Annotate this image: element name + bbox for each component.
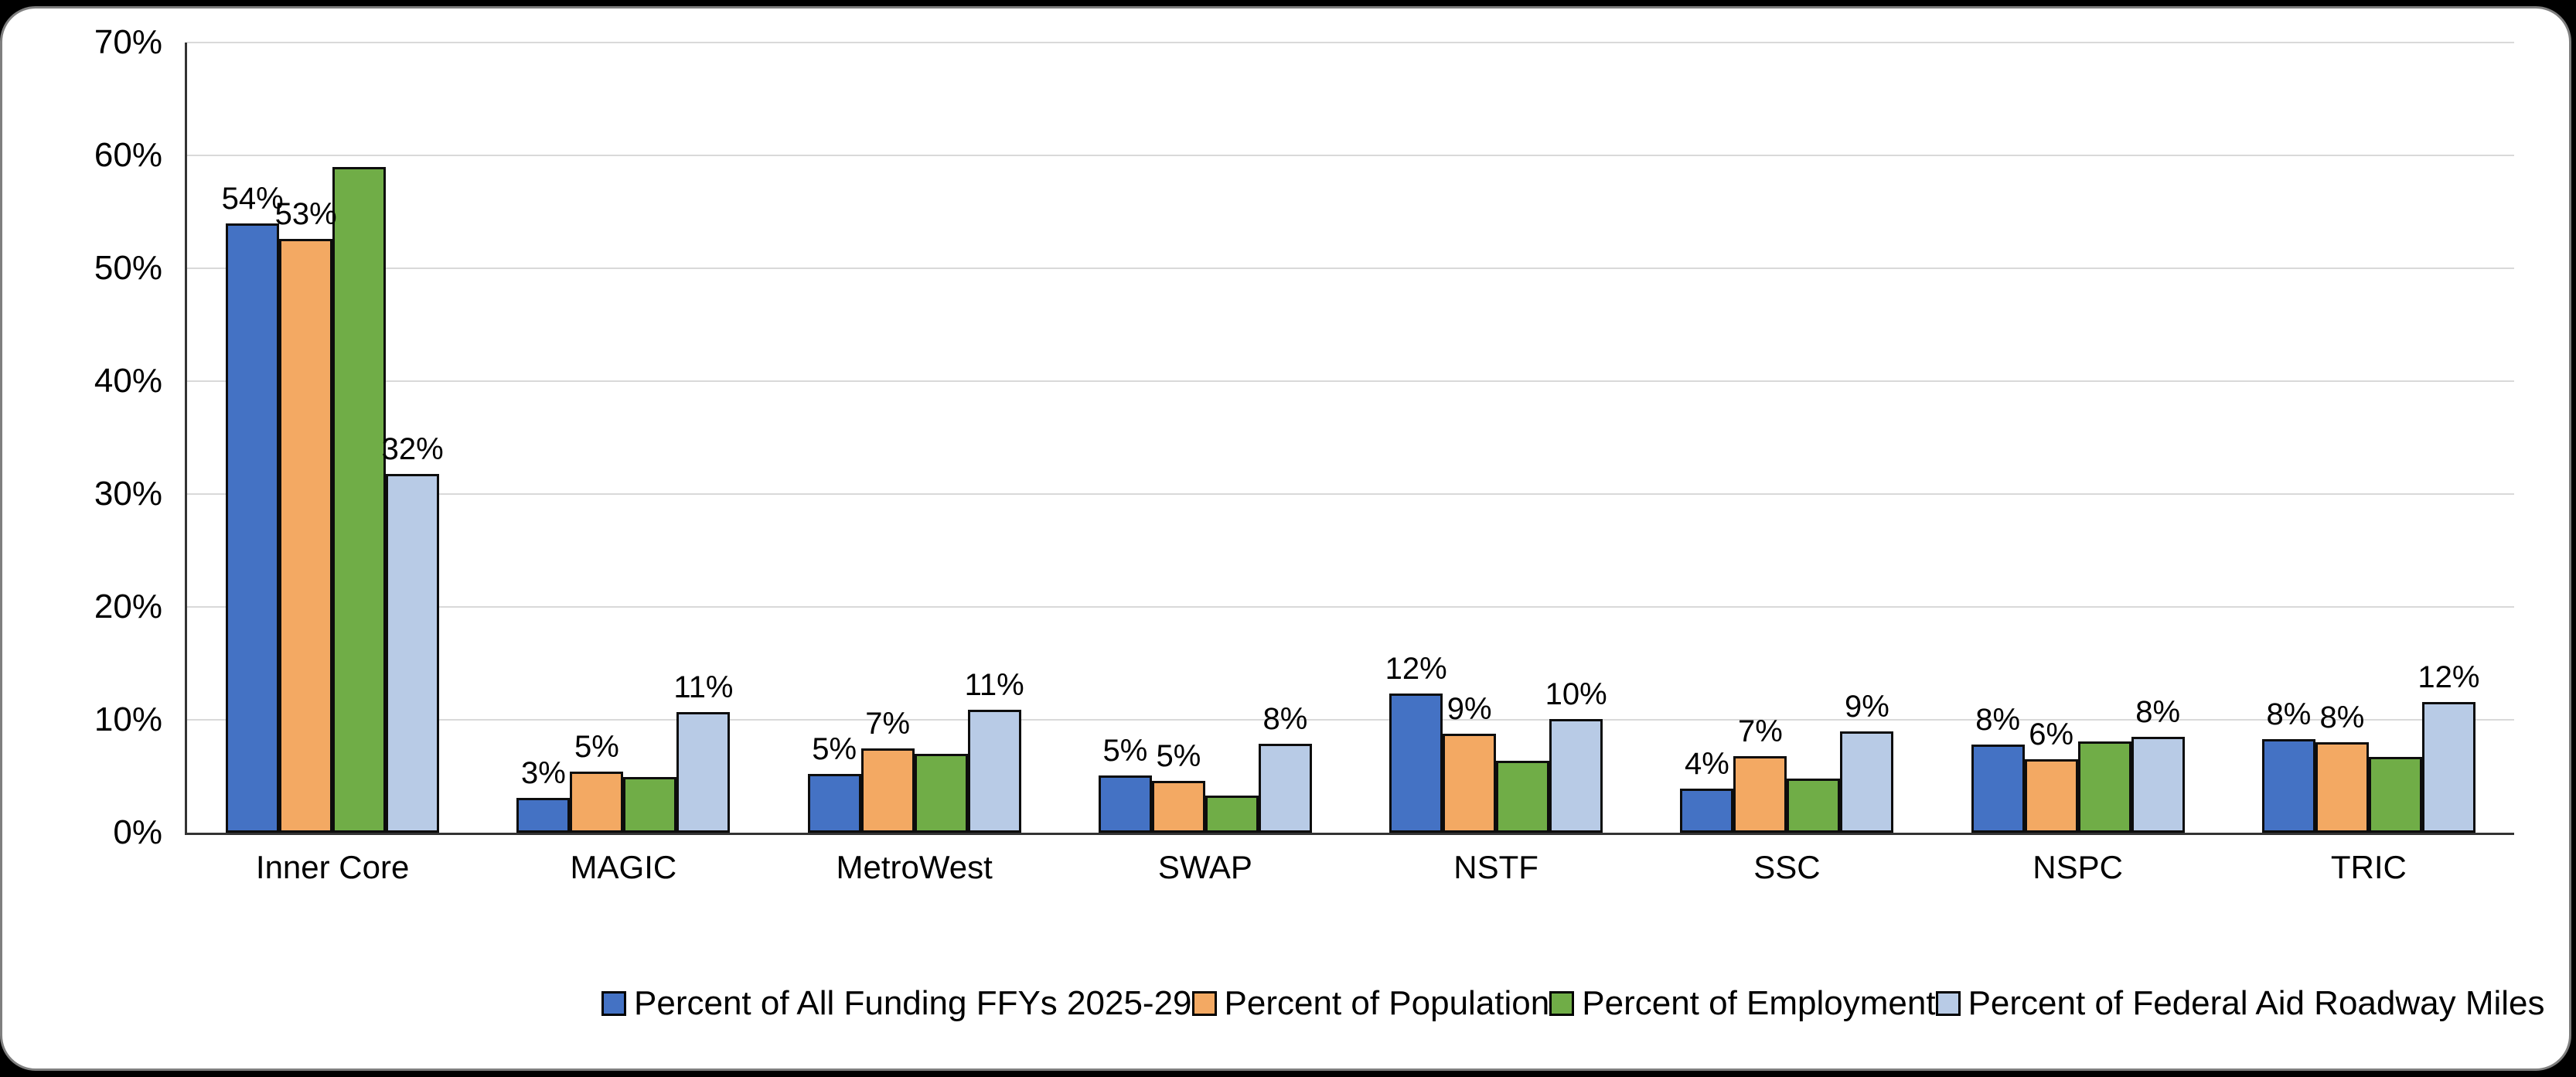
bar-data-label: 10% bbox=[1545, 677, 1607, 711]
bar bbox=[2261, 738, 2315, 833]
bar bbox=[807, 774, 861, 833]
chart-legend: Percent of All Funding FFYs 2025-29 Perce… bbox=[601, 980, 2545, 1027]
bar-data-label: 12% bbox=[2418, 659, 2480, 694]
bar bbox=[914, 753, 968, 833]
gridline bbox=[187, 155, 2514, 156]
y-tick-label: 10% bbox=[94, 700, 162, 738]
category-label: NSTF bbox=[1453, 849, 1538, 885]
legend-swatch-icon bbox=[1191, 991, 1217, 1016]
bar-data-label: 4% bbox=[1684, 747, 1729, 782]
bar bbox=[1443, 733, 1497, 833]
bar bbox=[2368, 757, 2422, 833]
bar bbox=[2315, 742, 2369, 833]
bar bbox=[2131, 736, 2185, 833]
bar bbox=[570, 772, 624, 833]
legend-swatch-icon bbox=[601, 991, 626, 1016]
bar bbox=[1496, 760, 1550, 833]
bar bbox=[2024, 759, 2078, 833]
bar bbox=[1098, 775, 1152, 833]
bar bbox=[2077, 741, 2131, 833]
bar-data-label: 5% bbox=[1156, 738, 1201, 773]
legend-swatch-icon bbox=[1549, 991, 1575, 1016]
bar-data-label: 54% bbox=[221, 181, 284, 216]
gridline bbox=[187, 719, 2514, 721]
gridline bbox=[187, 380, 2514, 382]
bar bbox=[1205, 795, 1259, 833]
gridline bbox=[187, 42, 2514, 43]
bar-data-label: 3% bbox=[520, 755, 566, 790]
category-label: MetroWest bbox=[836, 849, 993, 885]
bar bbox=[2421, 701, 2475, 833]
bar-data-label: 5% bbox=[812, 732, 857, 767]
bar bbox=[623, 777, 677, 833]
bar bbox=[226, 223, 280, 833]
bar bbox=[1680, 789, 1734, 833]
y-tick-label: 50% bbox=[94, 249, 162, 287]
gridline bbox=[187, 606, 2514, 608]
bar-data-label: 8% bbox=[1975, 703, 2021, 738]
legend-label: Percent of Employment bbox=[1582, 984, 1936, 1022]
legend-item: Percent of Federal Aid Roadway Miles bbox=[1935, 984, 2545, 1023]
bar-data-label: 53% bbox=[274, 197, 337, 232]
category-label: SSC bbox=[1753, 849, 1821, 885]
y-tick-label: 0% bbox=[113, 813, 162, 851]
bar bbox=[1733, 755, 1787, 833]
bar bbox=[967, 709, 1021, 833]
bar-data-label: 9% bbox=[1446, 691, 1492, 726]
x-axis-line bbox=[185, 833, 2514, 835]
bar-data-label: 32% bbox=[381, 431, 444, 466]
bar-data-label: 5% bbox=[1102, 733, 1148, 768]
bar bbox=[860, 748, 915, 833]
legend-label: Percent of All Funding FFYs 2025-29 bbox=[634, 984, 1192, 1022]
bar bbox=[676, 711, 731, 833]
category-label: SWAP bbox=[1157, 849, 1252, 885]
bar bbox=[1258, 743, 1312, 833]
bar bbox=[516, 797, 571, 833]
bar-data-label: 8% bbox=[2135, 694, 2181, 729]
legend-swatch-icon bbox=[1935, 991, 1961, 1016]
bar-data-label: 8% bbox=[2266, 697, 2312, 731]
bar-data-label: 5% bbox=[574, 730, 619, 765]
bar-data-label: 7% bbox=[1737, 714, 1783, 748]
bar-data-label: 11% bbox=[964, 667, 1024, 702]
bar bbox=[1971, 745, 2025, 833]
gridline bbox=[187, 268, 2514, 269]
y-tick-label: 70% bbox=[94, 23, 162, 61]
legend-label: Percent of Federal Aid Roadway Miles bbox=[1968, 984, 2545, 1022]
bar-data-label: 11% bbox=[673, 670, 734, 704]
category-label: MAGIC bbox=[570, 849, 677, 885]
bar bbox=[1840, 731, 1894, 833]
y-axis-line bbox=[185, 43, 187, 835]
bar bbox=[1787, 778, 1841, 833]
y-tick-label: 20% bbox=[94, 588, 162, 625]
gridline bbox=[187, 493, 2514, 495]
legend-item: Percent of Population bbox=[1191, 984, 1550, 1023]
y-tick-label: 60% bbox=[94, 136, 162, 174]
bar-data-label: 7% bbox=[865, 706, 911, 741]
category-label: NSPC bbox=[2033, 849, 2123, 885]
bar bbox=[386, 473, 440, 833]
bar bbox=[1151, 780, 1205, 833]
bar-data-label: 8% bbox=[1262, 701, 1308, 736]
bar-data-label: 8% bbox=[2319, 700, 2365, 735]
plot-area: 54% 53% 32% 3% 5% 11% 5% 7% 11% 5% 5% 8% 12% 9% 10% 4% 7… bbox=[185, 42, 2514, 835]
y-tick-label: 40% bbox=[94, 362, 162, 400]
legend-item: Percent of Employment bbox=[1549, 984, 1936, 1023]
legend-label: Percent of Population bbox=[1224, 984, 1550, 1022]
bar-data-label: 12% bbox=[1385, 652, 1447, 687]
category-label: TRIC bbox=[2330, 849, 2407, 885]
bar-data-label: 6% bbox=[2029, 717, 2074, 752]
bar bbox=[1549, 718, 1603, 833]
category-label: Inner Core bbox=[255, 849, 410, 885]
legend-item: Percent of All Funding FFYs 2025-29 bbox=[601, 984, 1192, 1023]
bar-data-label: 9% bbox=[1844, 689, 1889, 724]
y-tick-label: 30% bbox=[94, 475, 162, 513]
bar bbox=[1389, 694, 1443, 833]
bar bbox=[332, 166, 387, 833]
bar bbox=[279, 239, 333, 833]
